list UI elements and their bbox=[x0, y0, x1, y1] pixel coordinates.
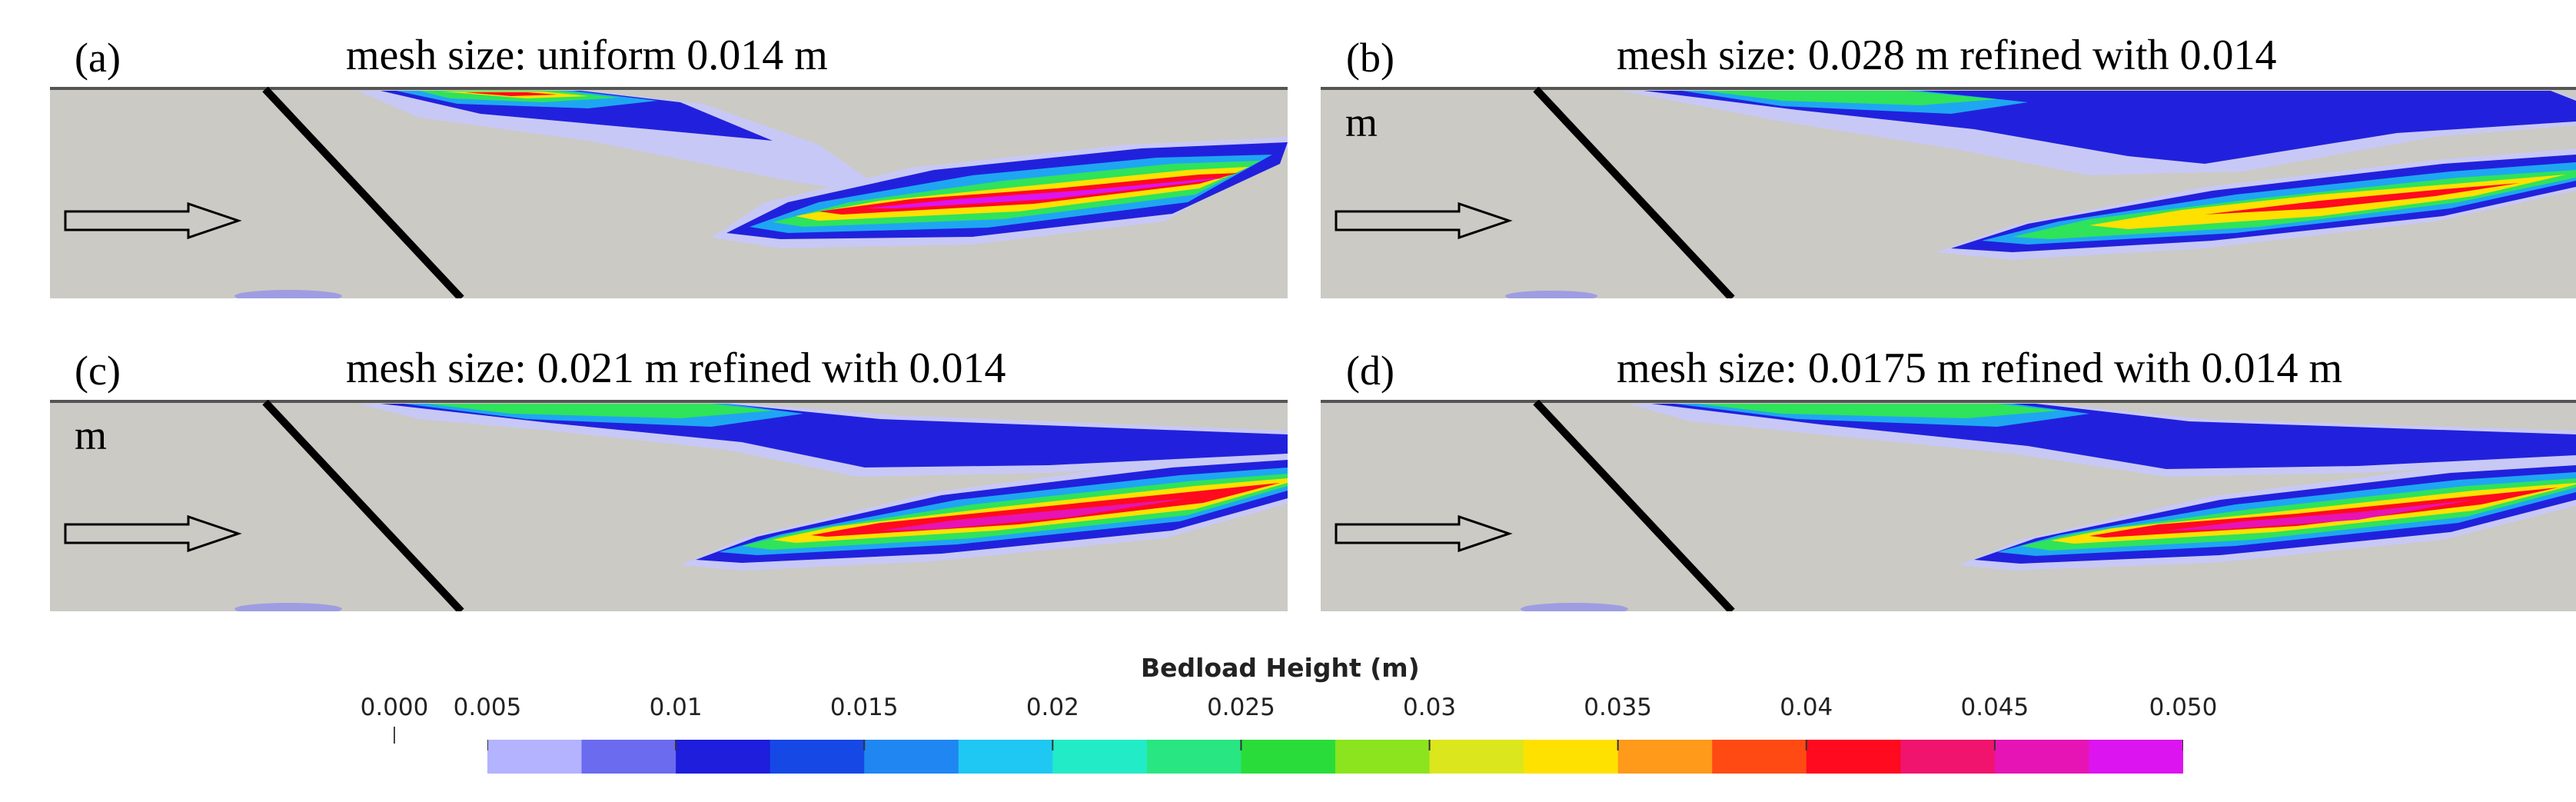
colorbar-tick-label: 0.015 bbox=[829, 694, 899, 721]
panel-c-label: (c) bbox=[75, 348, 121, 394]
colorbar-tick-label: 0.02 bbox=[1025, 694, 1079, 721]
colorbar-swatch bbox=[1241, 740, 1336, 774]
colorbar-tick-label: 0.045 bbox=[1960, 694, 2029, 721]
colorbar-swatch bbox=[1052, 740, 1148, 774]
colorbar-min-label: 0.000 bbox=[360, 694, 429, 721]
colorbar-tick-label: 0.03 bbox=[1403, 694, 1457, 721]
colorbar-swatch bbox=[1617, 740, 1713, 774]
colorbar-swatch bbox=[1994, 740, 2090, 774]
panel-a-plot bbox=[50, 87, 1288, 298]
panel-d-plot bbox=[1321, 400, 2576, 611]
panel-c-title-continuation: m bbox=[75, 412, 108, 458]
colorbar-swatch bbox=[958, 740, 1053, 774]
colorbar-swatch bbox=[864, 740, 959, 774]
colorbar-swatch bbox=[2089, 740, 2183, 774]
panel-c-title: mesh size: 0.021 m refined with 0.014 bbox=[346, 344, 1006, 392]
colorbar-title: Bedload Height (m) bbox=[1141, 653, 1420, 683]
colorbar-swatch bbox=[487, 740, 583, 774]
colorbar-swatch bbox=[1712, 740, 1807, 774]
colorbar-tick-label: 0.005 bbox=[453, 694, 522, 721]
colorbar-swatch bbox=[1146, 740, 1242, 774]
colorbar-swatch bbox=[1900, 740, 1996, 774]
colorbar-swatch bbox=[1335, 740, 1431, 774]
panel-a-title: mesh size: uniform 0.014 m bbox=[346, 32, 828, 79]
colorbar-swatch bbox=[676, 740, 771, 774]
colorbar-tick-label: 0.025 bbox=[1207, 694, 1275, 721]
panel-b-label: (b) bbox=[1346, 35, 1394, 81]
colorbar bbox=[487, 740, 2183, 774]
colorbar-swatch bbox=[769, 740, 865, 774]
panel-b-title-continuation: m bbox=[1345, 99, 1378, 145]
colorbar-tick-label: 0.04 bbox=[1780, 694, 1833, 721]
colorbar-swatch bbox=[581, 740, 676, 774]
colorbar-tick-label: 0.01 bbox=[649, 694, 703, 721]
colorbar-swatch bbox=[1524, 740, 1619, 774]
colorbar-tick-label: 0.035 bbox=[1584, 694, 1653, 721]
panel-d-label: (d) bbox=[1346, 348, 1394, 394]
colorbar-min-tick bbox=[394, 727, 395, 744]
panel-c-plot bbox=[50, 400, 1288, 611]
colorbar-swatch bbox=[1429, 740, 1524, 774]
colorbar-tick-label: 0.050 bbox=[2149, 694, 2218, 721]
panel-d-title: mesh size: 0.0175 m refined with 0.014 m bbox=[1617, 344, 2343, 392]
panel-b-plot bbox=[1321, 87, 2576, 298]
colorbar-swatch bbox=[1806, 740, 1901, 774]
panel-a-label: (a) bbox=[75, 35, 121, 81]
panel-b-title: mesh size: 0.028 m refined with 0.014 bbox=[1617, 32, 2277, 79]
